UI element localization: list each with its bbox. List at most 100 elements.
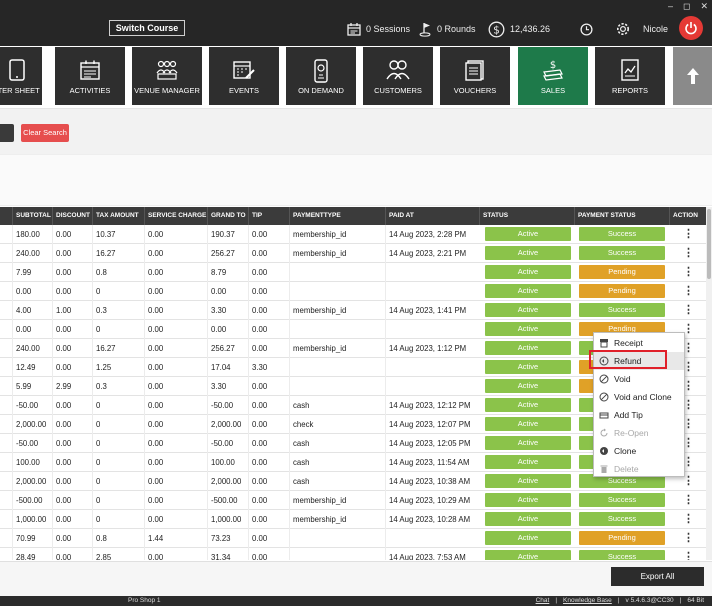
table-row[interactable]: 1,000.00 0.00 0 0.00 1,000.00 0.00 membership_… [0,510,706,529]
switch-course-button[interactable]: Switch Course [109,20,185,36]
close-button[interactable]: ✕ [700,1,708,11]
payment-status-badge[interactable]: Success [579,512,665,526]
payment-status-badge[interactable]: Pending [579,531,665,545]
minimize-button[interactable]: – [667,1,673,11]
table-row[interactable]: 7.99 0.00 0.8 0.00 8.79 0.00 Active Pending ⋮ [0,263,706,282]
knowledge-base-link[interactable]: Knowledge Base [563,597,612,604]
payment-status-badge[interactable]: Success [579,227,665,241]
status-badge[interactable]: Active [485,493,571,507]
nav-activities[interactable]: ACTIVITIES [55,47,125,105]
status-badge[interactable]: Active [485,265,571,279]
status-badge[interactable]: Active [485,227,571,241]
status-badge[interactable]: Active [485,284,571,298]
menu-item-void-and-clone[interactable]: Void and Clone [594,388,684,406]
col-discount[interactable]: DISCOUNT [52,207,90,225]
table-row[interactable]: 70.99 0.00 0.8 1.44 73.23 0.00 Active Pending ⋮ [0,529,706,548]
row-action-button[interactable]: ⋮ [683,285,694,297]
payment-status-badge[interactable]: Pending [579,265,665,279]
nav-reports[interactable]: REPORTS [595,47,665,105]
row-action-button[interactable]: ⋮ [683,361,694,373]
col-subtotal[interactable]: SUBTOTAL [12,207,51,225]
row-action-button[interactable]: ⋮ [683,399,694,411]
table-scrollbar[interactable] [706,207,712,560]
row-action-button[interactable]: ⋮ [683,266,694,278]
table-row[interactable]: 0.00 0.00 0 0.00 0.00 0.00 Active Pending ⋮ [0,320,706,339]
status-badge[interactable]: Active [485,246,571,260]
rounds-stat[interactable]: 0 Rounds [419,20,476,38]
settings-button[interactable] [615,20,631,38]
row-action-button[interactable]: ⋮ [683,247,694,259]
table-row[interactable]: 4.00 1.00 0.3 0.00 3.30 0.00 membership_id 14 A… [0,301,706,320]
nav-sales[interactable]: $ SALES [518,47,588,105]
status-badge[interactable]: Active [485,322,571,336]
nav-on-demand[interactable]: ON DEMAND [286,47,356,105]
table-row[interactable]: 180.00 0.00 10.37 0.00 190.37 0.00 membership_… [0,225,706,244]
table-row[interactable]: 240.00 0.00 16.27 0.00 256.27 0.00 membership_… [0,339,706,358]
col-action[interactable]: ACTION [669,207,698,225]
search-button[interactable] [0,124,14,142]
menu-item-add-tip[interactable]: Add Tip [594,406,684,424]
col-payment-status[interactable]: PAYMENT STATUS [574,207,636,225]
status-badge[interactable]: Active [485,303,571,317]
status-badge[interactable]: Active [485,550,571,560]
col-status[interactable]: STATUS [479,207,508,225]
nav-vouchers[interactable]: VOUCHERS [440,47,510,105]
menu-item-void[interactable]: Void [594,370,684,388]
balance-stat[interactable]: $ 12,436.26 [488,20,550,38]
table-row[interactable]: 2,000.00 0.00 0 0.00 2,000.00 0.00 cash 14 Aug … [0,472,706,491]
row-action-button[interactable]: ⋮ [683,513,694,525]
payment-status-badge[interactable]: Success [579,474,665,488]
payment-status-badge[interactable]: Success [579,550,665,560]
row-action-button[interactable]: ⋮ [683,228,694,240]
status-badge[interactable]: Active [485,512,571,526]
table-row[interactable]: -500.00 0.00 0 0.00 -500.00 0.00 membership_id… [0,491,706,510]
menu-item-clone[interactable]: Clone [594,442,684,460]
status-badge[interactable]: Active [485,455,571,469]
payment-status-badge[interactable]: Success [579,246,665,260]
nav-venue-manager[interactable]: VENUE MANAGER [132,47,202,105]
col-service-charge[interactable]: SERVICE CHARGE [144,207,206,225]
clear-search-button[interactable]: Clear Search [21,124,69,142]
status-badge[interactable]: Active [485,474,571,488]
row-action-button[interactable]: ⋮ [683,380,694,392]
status-badge[interactable]: Active [485,360,571,374]
row-action-button[interactable]: ⋮ [683,323,694,335]
status-badge[interactable]: Active [485,379,571,393]
chat-link[interactable]: Chat [535,597,550,604]
row-action-button[interactable]: ⋮ [683,418,694,430]
table-row[interactable]: 240.00 0.00 16.27 0.00 256.27 0.00 membership_… [0,244,706,263]
col-paid-at[interactable]: PAID AT [385,207,414,225]
status-badge[interactable]: Active [485,341,571,355]
payment-status-badge[interactable]: Success [579,303,665,317]
export-all-button[interactable]: Export All [611,567,704,586]
row-action-button[interactable]: ⋮ [683,304,694,316]
col-tax-amount[interactable]: TAX AMOUNT [92,207,139,225]
sessions-stat[interactable]: 0 Sessions [347,20,410,38]
nav-scroll-up-button[interactable] [673,47,712,105]
row-action-button[interactable]: ⋮ [683,551,694,560]
nav-roster-sheet[interactable]: RTER SHEET [0,47,42,105]
row-action-button[interactable]: ⋮ [683,437,694,449]
menu-item-receipt[interactable]: Receipt [594,334,684,352]
row-action-button[interactable]: ⋮ [683,494,694,506]
col-tip[interactable]: TIP [248,207,262,225]
col-payment-type[interactable]: PAYMENTTYPE [289,207,341,225]
logout-button[interactable] [679,16,703,40]
menu-item-refund[interactable]: Refund [594,352,684,370]
status-badge[interactable]: Active [485,436,571,450]
payment-status-badge[interactable]: Pending [579,284,665,298]
maximize-button[interactable]: ◻ [682,1,691,11]
table-row[interactable]: 0.00 0.00 0 0.00 0.00 0.00 Active Pending ⋮ [0,282,706,301]
row-action-button[interactable]: ⋮ [683,342,694,354]
nav-customers[interactable]: CUSTOMERS [363,47,433,105]
clock-button[interactable] [580,20,593,38]
payment-status-badge[interactable]: Success [579,493,665,507]
table-row[interactable]: 28.49 0.00 2.85 0.00 31.34 0.00 14 Aug 2023, 7… [0,548,706,560]
row-action-button[interactable]: ⋮ [683,532,694,544]
status-badge[interactable]: Active [485,398,571,412]
col-grand-total[interactable]: GRAND TO [207,207,246,225]
status-badge[interactable]: Active [485,531,571,545]
nav-events[interactable]: EVENTS [209,47,279,105]
scrollbar-thumb[interactable] [707,209,711,279]
